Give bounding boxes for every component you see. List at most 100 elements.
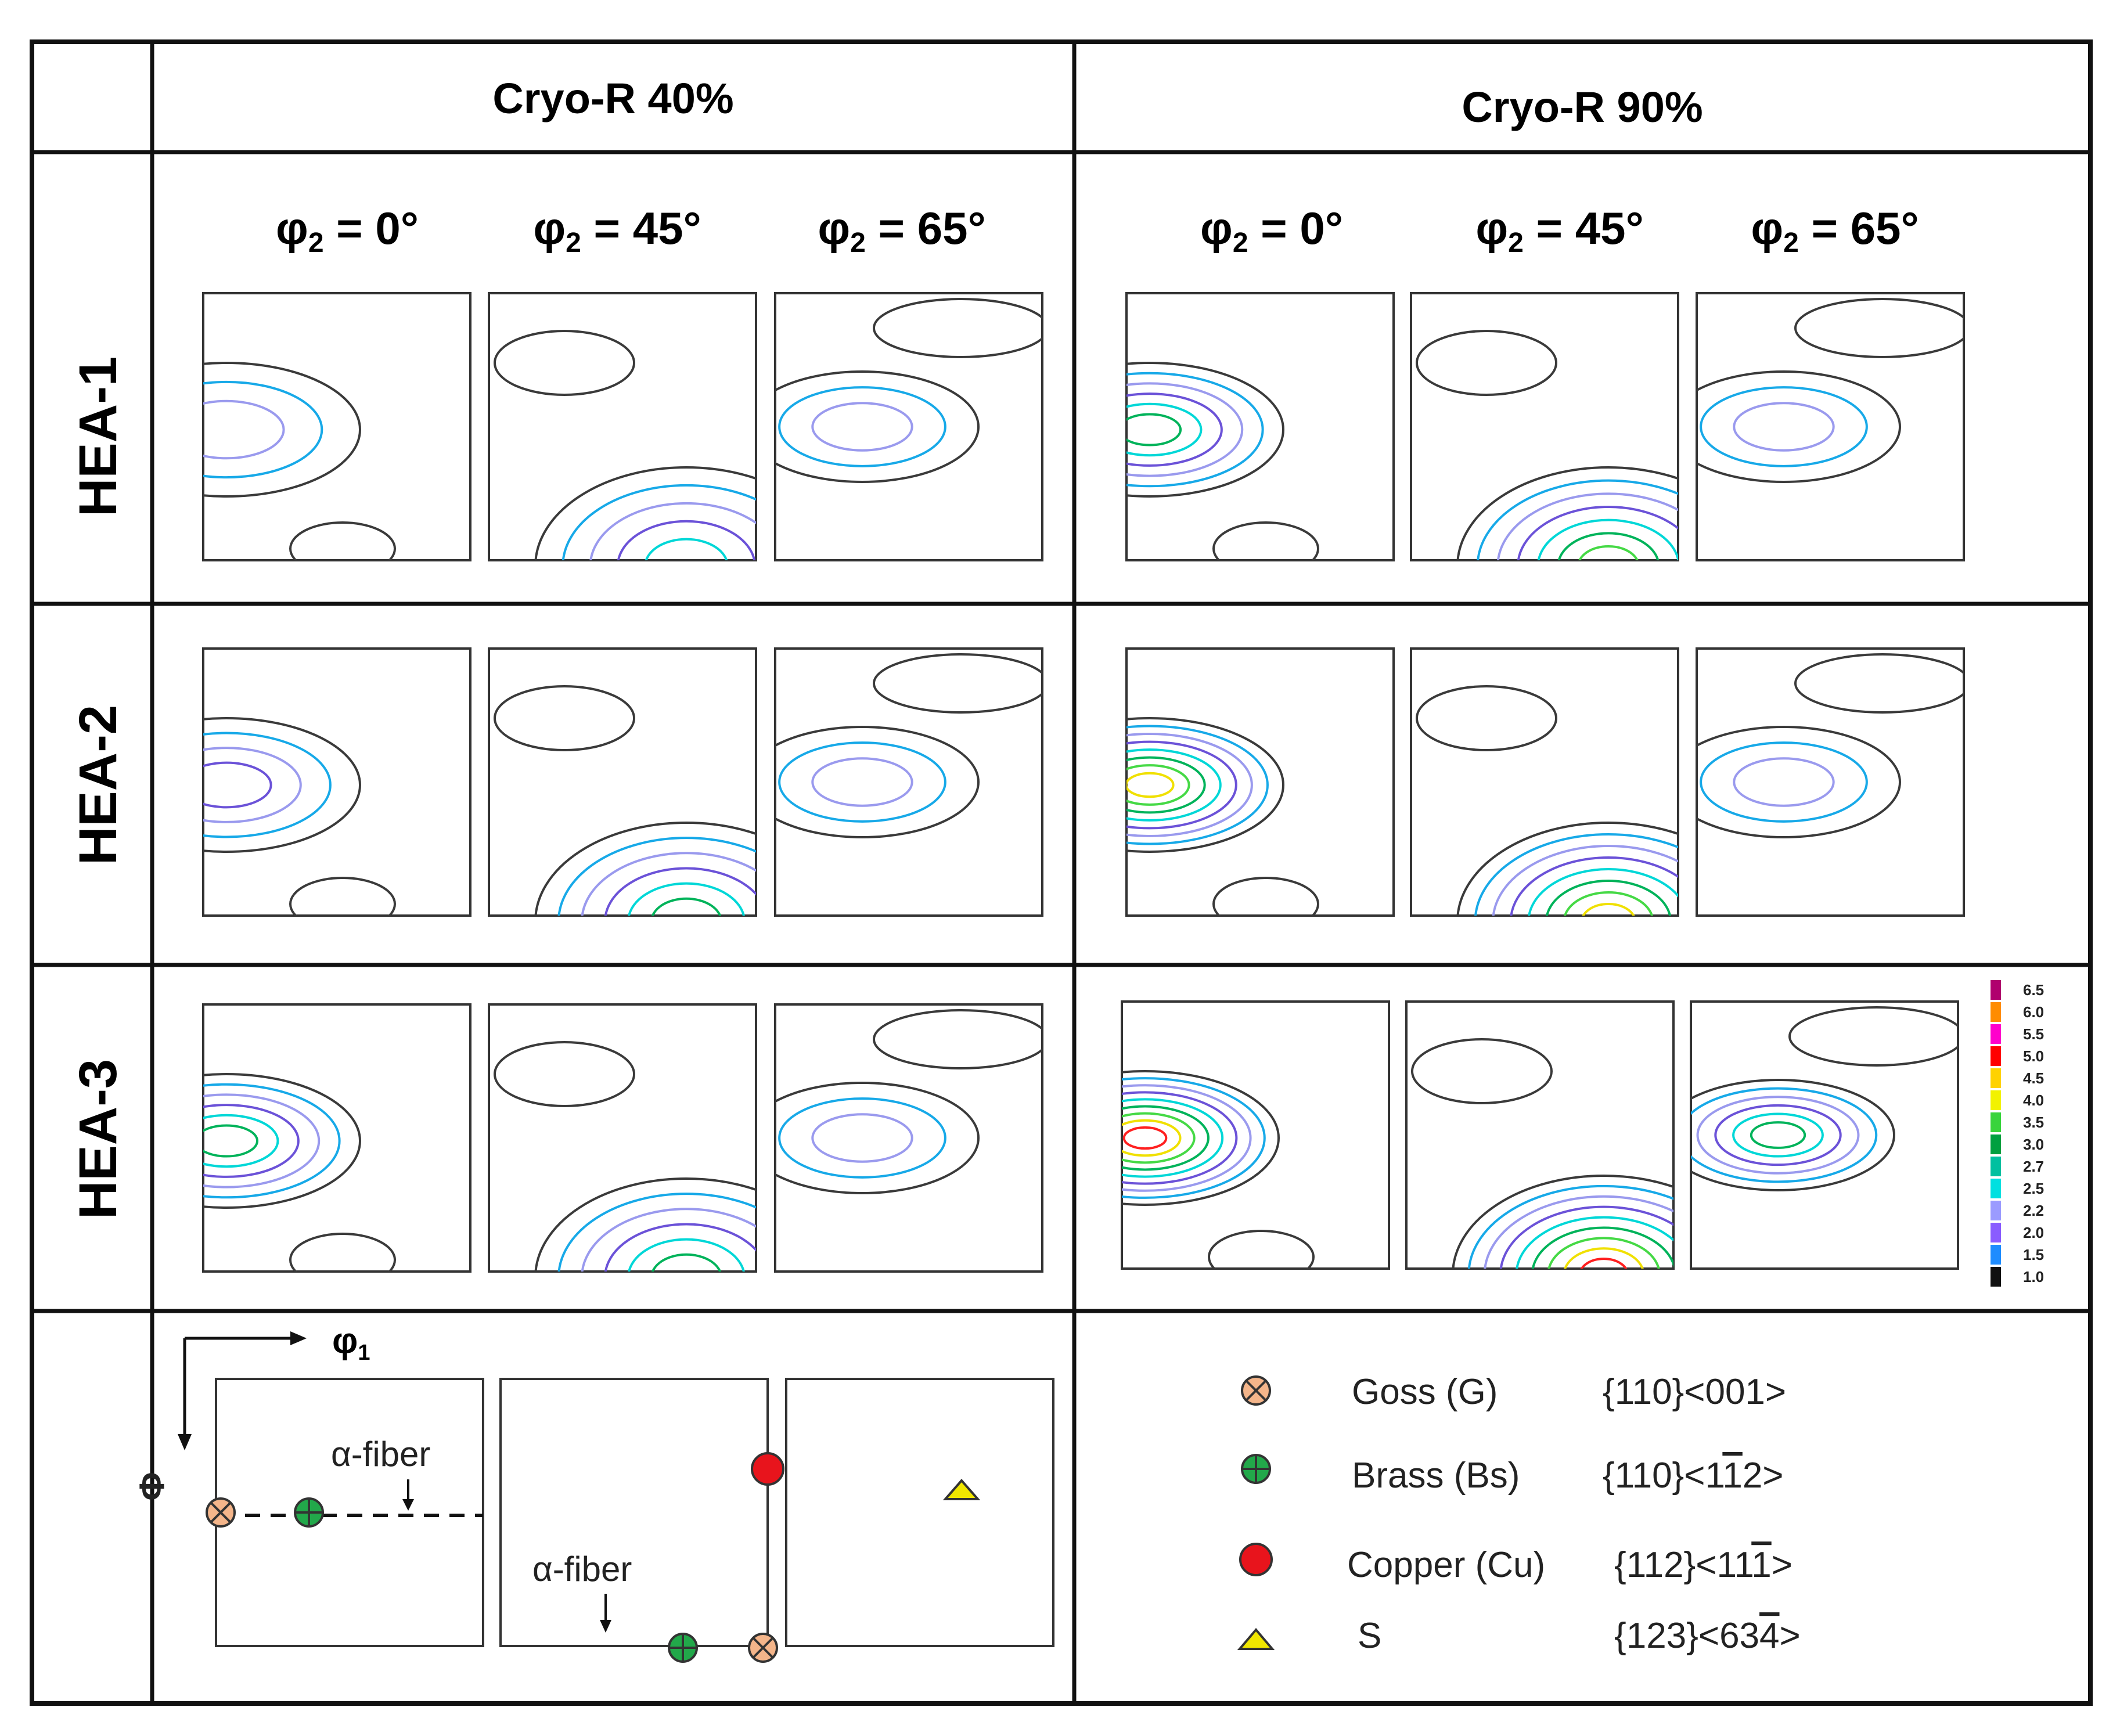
odf-contours bbox=[203, 298, 1964, 1272]
contour-line bbox=[1697, 370, 1901, 483]
contour-line bbox=[1208, 1230, 1315, 1269]
contour-line bbox=[1122, 1091, 1238, 1185]
contour-line bbox=[494, 1041, 635, 1107]
contour-line bbox=[1733, 757, 1835, 807]
legend-goss-marker bbox=[1241, 1375, 1271, 1406]
contour-group bbox=[1416, 330, 1678, 560]
contour-line bbox=[775, 370, 980, 483]
contour-line bbox=[203, 761, 272, 809]
contour-line bbox=[557, 1193, 756, 1272]
contour-line bbox=[775, 1082, 980, 1194]
odf-panel-hea3-40-phi45 bbox=[488, 1003, 757, 1273]
contour-line bbox=[1126, 733, 1253, 837]
odf-panel-hea1-40-phi45 bbox=[488, 292, 757, 561]
header-cryo-r-40: Cryo-R 40% bbox=[492, 74, 733, 123]
colorbar-swatch bbox=[1991, 1223, 2001, 1242]
contour-group bbox=[203, 362, 396, 560]
contour-line bbox=[1691, 1079, 1895, 1191]
colorbar-swatch bbox=[1991, 1024, 2001, 1044]
colorbar-tick-label: 4.0 bbox=[2023, 1092, 2044, 1109]
contour-line bbox=[203, 717, 361, 853]
colorbar-swatch bbox=[1991, 1245, 2001, 1265]
contour-line bbox=[1578, 545, 1639, 560]
colorbar-tick-label: 2.7 bbox=[2023, 1158, 2044, 1175]
colorbar-tick-label: 3.0 bbox=[2023, 1136, 2044, 1153]
contour-line bbox=[1126, 402, 1203, 457]
row-label-hea-2: HEA-2 bbox=[69, 705, 128, 865]
contour-line bbox=[1750, 1121, 1806, 1149]
colorbar: 6.5 6.0 5.5 5.0 4.5 4.0 3.5 3.0 2.7 2.5 2.2 2.0 1.5 1… bbox=[1991, 980, 2044, 1287]
contour-group bbox=[1126, 717, 1319, 916]
odf-panel-hea2-40-phi65 bbox=[774, 647, 1043, 917]
legend-brass-marker bbox=[1241, 1454, 1271, 1484]
contour-line bbox=[1700, 741, 1868, 823]
phi2-label-90-65: φ2 = 65° bbox=[1751, 203, 1919, 258]
contour-line bbox=[1788, 1006, 1958, 1067]
contour-line bbox=[589, 502, 756, 560]
alpha-fiber-label-1: α-fiber bbox=[331, 1435, 430, 1474]
contour-line bbox=[203, 362, 361, 498]
contour-line bbox=[1547, 1237, 1660, 1269]
table-grid bbox=[30, 39, 2093, 1706]
colorbar-tick-label: 1.0 bbox=[2023, 1268, 2044, 1285]
colorbar-swatch bbox=[1991, 1112, 2001, 1132]
contour-line bbox=[1122, 1084, 1252, 1192]
contour-line bbox=[1580, 1258, 1628, 1269]
legend-brass-name: Brass (Bs) bbox=[1352, 1456, 1520, 1496]
contour-line bbox=[1733, 402, 1835, 452]
contour-group bbox=[203, 717, 396, 916]
contour-line bbox=[1416, 685, 1557, 751]
contour-line bbox=[1126, 756, 1206, 814]
contour-line bbox=[628, 882, 745, 916]
contour-line bbox=[1794, 298, 1964, 358]
contour-line bbox=[1122, 1105, 1210, 1171]
contour-line bbox=[778, 1097, 946, 1179]
contour-line bbox=[604, 1223, 756, 1272]
odf-panel-hea2-40-phi45 bbox=[488, 647, 757, 917]
contour-line bbox=[1696, 1096, 1860, 1175]
contour-line bbox=[581, 852, 756, 916]
brass-marker-key-2 bbox=[668, 1633, 698, 1663]
goss-marker-key-1 bbox=[206, 1497, 236, 1528]
contour-line bbox=[1126, 772, 1175, 798]
contour-line bbox=[1517, 506, 1678, 560]
phi2-label-40-45: φ2 = 45° bbox=[533, 203, 701, 258]
contour-line bbox=[1126, 764, 1190, 806]
contour-line bbox=[1212, 521, 1319, 560]
contour-line bbox=[628, 1238, 745, 1272]
contour-line bbox=[494, 685, 635, 751]
contour-line bbox=[1126, 413, 1182, 446]
contour-line bbox=[1126, 717, 1284, 853]
contour-line bbox=[1122, 1098, 1224, 1178]
odf-panel-hea1-90-phi0 bbox=[1125, 292, 1395, 561]
odf-panel-hea3-90-phi0 bbox=[1121, 1000, 1390, 1270]
contour-line bbox=[203, 747, 302, 823]
colorbar-tick-label: 2.5 bbox=[2023, 1180, 2044, 1197]
colorbar-tick-label: 6.5 bbox=[2023, 981, 2044, 999]
contour-line bbox=[1557, 532, 1660, 560]
contour-line bbox=[1697, 726, 1901, 838]
contour-line bbox=[557, 837, 756, 916]
contour-line bbox=[1492, 845, 1678, 916]
copper-marker-key bbox=[751, 1452, 784, 1486]
odf-panel-hea1-40-phi0 bbox=[202, 292, 471, 561]
colorbar-tick-label: 5.5 bbox=[2023, 1025, 2044, 1043]
contour-line bbox=[811, 1113, 913, 1163]
contour-line bbox=[1474, 833, 1678, 916]
odf-panel-hea3-40-phi65 bbox=[774, 1003, 1043, 1273]
contour-line bbox=[651, 1253, 722, 1272]
contour-line bbox=[1564, 891, 1653, 916]
contour-line bbox=[811, 402, 913, 452]
colorbar-swatch bbox=[1991, 1134, 2001, 1154]
colorbar-tick-label: 1.5 bbox=[2023, 1246, 2044, 1263]
contour-line bbox=[203, 380, 323, 479]
contour-line bbox=[1484, 1195, 1673, 1269]
contour-line bbox=[1537, 518, 1678, 560]
contour-line bbox=[1516, 1216, 1673, 1269]
contour-line bbox=[1691, 1087, 1878, 1183]
colorbar-tick-label: 3.5 bbox=[2023, 1114, 2044, 1131]
contour-line bbox=[289, 521, 396, 560]
contour-line bbox=[534, 1177, 756, 1272]
contour-line bbox=[1126, 372, 1264, 488]
contour-group bbox=[775, 1009, 1042, 1194]
